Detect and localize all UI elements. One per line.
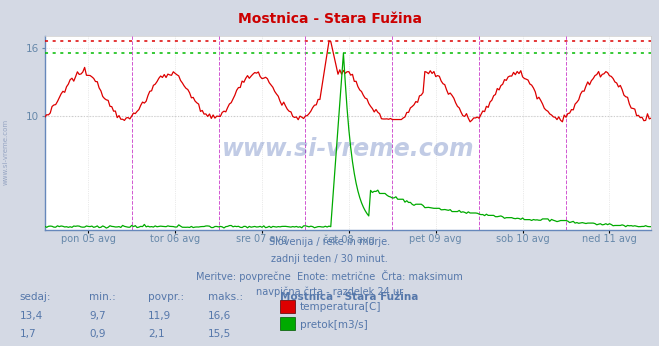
- Text: min.:: min.:: [89, 292, 116, 302]
- Text: pretok[m3/s]: pretok[m3/s]: [300, 320, 368, 329]
- Text: temperatura[C]: temperatura[C]: [300, 302, 382, 312]
- Text: sedaj:: sedaj:: [20, 292, 51, 302]
- Text: 2,1: 2,1: [148, 329, 165, 339]
- Text: 9,7: 9,7: [89, 311, 105, 321]
- Text: Meritve: povprečne  Enote: metrične  Črta: maksimum: Meritve: povprečne Enote: metrične Črta:…: [196, 270, 463, 282]
- Text: zadnji teden / 30 minut.: zadnji teden / 30 minut.: [271, 254, 388, 264]
- Text: Mostnica - Stara Fužina: Mostnica - Stara Fužina: [237, 12, 422, 26]
- Text: navpična črta - razdelek 24 ur: navpična črta - razdelek 24 ur: [256, 287, 403, 297]
- Text: 0,9: 0,9: [89, 329, 105, 339]
- Text: 1,7: 1,7: [20, 329, 36, 339]
- Text: Slovenija / reke in morje.: Slovenija / reke in morje.: [269, 237, 390, 247]
- Text: 13,4: 13,4: [20, 311, 43, 321]
- Text: www.si-vreme.com: www.si-vreme.com: [2, 119, 9, 185]
- Text: 16,6: 16,6: [208, 311, 231, 321]
- Text: maks.:: maks.:: [208, 292, 243, 302]
- Text: www.si-vreme.com: www.si-vreme.com: [221, 137, 474, 161]
- Text: povpr.:: povpr.:: [148, 292, 185, 302]
- Text: 15,5: 15,5: [208, 329, 231, 339]
- Text: 11,9: 11,9: [148, 311, 171, 321]
- Text: Mostnica - Stara Fužina: Mostnica - Stara Fužina: [280, 292, 418, 302]
